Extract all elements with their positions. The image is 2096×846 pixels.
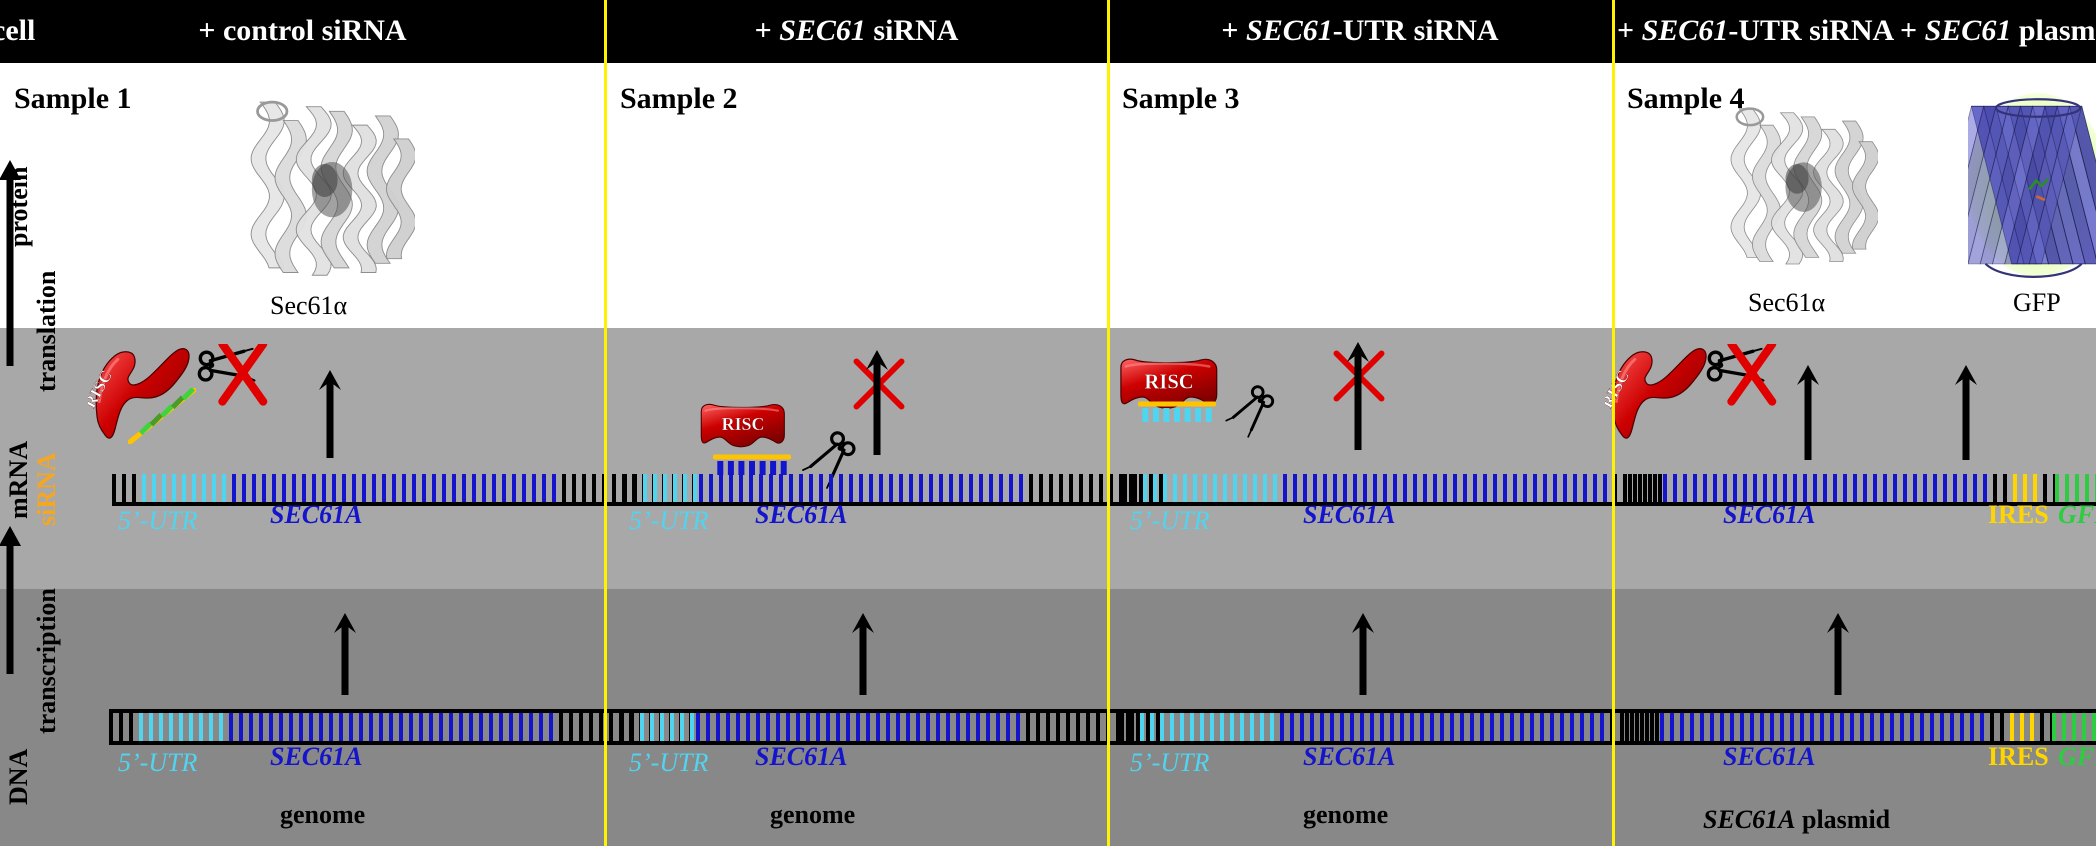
svg-text:RISC: RISC (722, 414, 765, 434)
svg-text:RISC: RISC (1144, 372, 1193, 394)
